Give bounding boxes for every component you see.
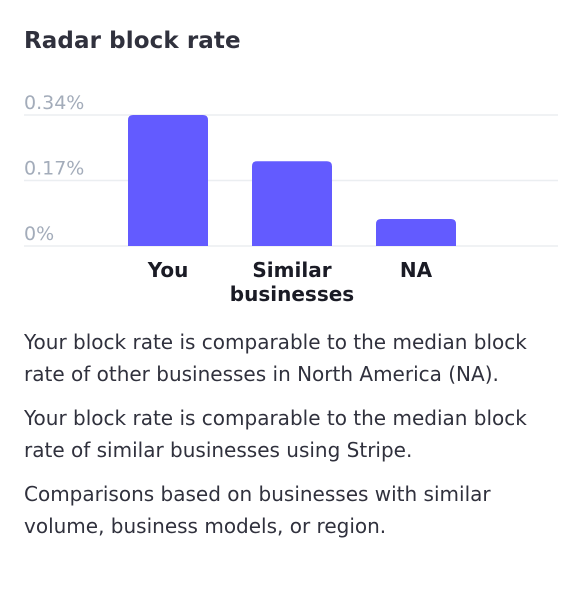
- note-similar-comparison: Your block rate is comparable to the med…: [24, 406, 527, 462]
- y-tick-label: 0.17%: [24, 158, 84, 180]
- y-tick-label: 0.34%: [24, 92, 84, 114]
- bar: [128, 115, 208, 246]
- x-category-label: businesses: [230, 282, 354, 306]
- x-category-label: Similar: [252, 258, 331, 282]
- bar: [252, 161, 332, 246]
- y-tick-label: 0%: [24, 223, 54, 245]
- notes: Your block rate is comparable to the med…: [24, 326, 554, 554]
- x-category-label: NA: [400, 258, 433, 282]
- card-title: Radar block rate: [24, 28, 241, 54]
- note-region-comparison: Your block rate is comparable to the med…: [24, 330, 527, 386]
- note-comparison-basis: Comparisons based on businesses with sim…: [24, 482, 491, 538]
- x-category-label: You: [147, 258, 189, 282]
- bar: [376, 219, 456, 246]
